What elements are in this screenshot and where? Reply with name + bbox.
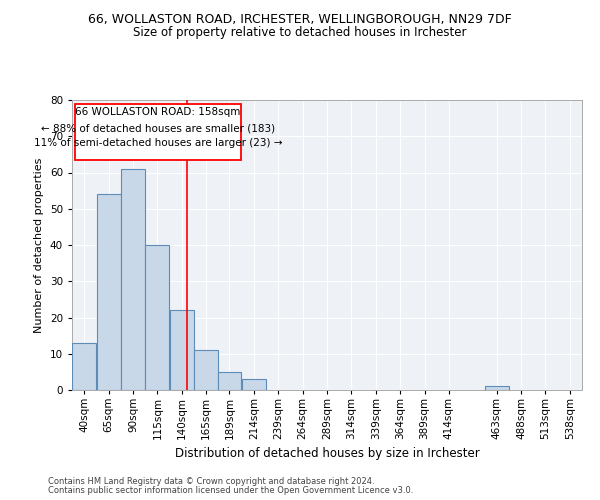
Text: Contains HM Land Registry data © Crown copyright and database right 2024.: Contains HM Land Registry data © Crown c… xyxy=(48,477,374,486)
Bar xyxy=(194,350,218,390)
Text: 11% of semi-detached houses are larger (23) →: 11% of semi-detached houses are larger (… xyxy=(34,138,282,148)
Text: Size of property relative to detached houses in Irchester: Size of property relative to detached ho… xyxy=(133,26,467,39)
Text: 66, WOLLASTON ROAD, IRCHESTER, WELLINGBOROUGH, NN29 7DF: 66, WOLLASTON ROAD, IRCHESTER, WELLINGBO… xyxy=(88,12,512,26)
Bar xyxy=(218,372,241,390)
Bar xyxy=(145,245,169,390)
Text: 66 WOLLASTON ROAD: 158sqm: 66 WOLLASTON ROAD: 158sqm xyxy=(75,108,241,118)
Bar xyxy=(242,379,266,390)
Bar xyxy=(97,194,121,390)
Text: Contains public sector information licensed under the Open Government Licence v3: Contains public sector information licen… xyxy=(48,486,413,495)
X-axis label: Distribution of detached houses by size in Irchester: Distribution of detached houses by size … xyxy=(175,448,479,460)
Bar xyxy=(170,310,194,390)
Text: ← 88% of detached houses are smaller (183): ← 88% of detached houses are smaller (18… xyxy=(41,124,275,134)
FancyBboxPatch shape xyxy=(75,104,241,160)
Bar xyxy=(121,169,145,390)
Bar xyxy=(72,343,96,390)
Bar xyxy=(485,386,509,390)
Y-axis label: Number of detached properties: Number of detached properties xyxy=(34,158,44,332)
